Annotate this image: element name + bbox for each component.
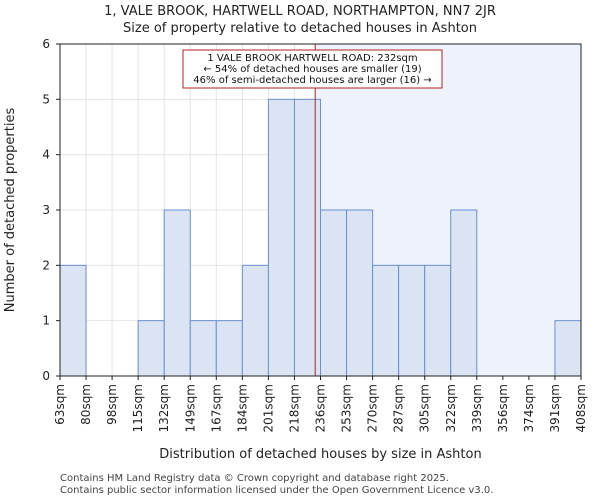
x-tick-label: 236sqm — [314, 384, 328, 432]
x-axis-ticks: 63sqm 80sqm 98sqm 115sqm 132sqm 149sqm 167sqm 1… — [53, 376, 588, 432]
y-tick-label: 3 — [42, 203, 50, 217]
chart-subtitle: Size of property relative to detached ho… — [123, 21, 477, 36]
x-tick-label: 305sqm — [418, 384, 432, 432]
x-tick-label: 184sqm — [235, 384, 249, 432]
histogram-bar — [267, 98, 295, 377]
x-tick-label: 80sqm — [79, 384, 93, 425]
histogram-bar — [554, 320, 582, 377]
x-tick-label: 356sqm — [496, 384, 510, 432]
histogram-bar — [137, 320, 165, 377]
x-tick-label: 339sqm — [470, 384, 484, 432]
x-tick-label: 287sqm — [392, 384, 406, 432]
histogram-bar — [293, 98, 322, 377]
footer-line-2: Contains public sector information licen… — [60, 485, 494, 496]
histogram-chart: 0 1 2 3 4 5 6 63sqm 80sqm 98sqm 115sqm 132sqm 149sq… — [3, 37, 588, 462]
x-tick-label: 322sqm — [444, 384, 458, 432]
annotation-border — [182, 49, 443, 89]
annotation-box: 1 VALE BROOK HARTWELL ROAD: 232sqm ← 54%… — [182, 49, 443, 89]
x-tick-label: 218sqm — [287, 384, 301, 432]
histogram-bar — [450, 209, 478, 377]
histogram-bar — [346, 209, 374, 377]
y-tick-label: 4 — [42, 148, 50, 162]
annotation-line-2: ← 54% of detached houses are smaller (19… — [203, 64, 421, 75]
x-tick-label: 270sqm — [366, 384, 380, 432]
x-tick-label: 408sqm — [574, 384, 588, 432]
histogram-bar — [398, 264, 426, 377]
histogram-bar — [320, 209, 348, 377]
histogram-bar — [372, 264, 400, 377]
footer-line-1: Contains HM Land Registry data © Crown c… — [60, 473, 449, 484]
x-tick-label: 132sqm — [157, 384, 171, 432]
x-tick-label: 253sqm — [340, 384, 354, 432]
y-axis-label: Number of detached properties — [3, 108, 18, 313]
x-tick-label: 201sqm — [261, 384, 275, 432]
y-tick-label: 0 — [42, 369, 50, 383]
x-tick-label: 63sqm — [53, 384, 67, 425]
chart-title: 1, VALE BROOK, HARTWELL ROAD, NORTHAMPTO… — [104, 4, 496, 19]
x-tick-label: 167sqm — [209, 384, 223, 432]
y-axis-ticks: 0 1 2 3 4 5 6 — [42, 37, 60, 383]
x-tick-label: 149sqm — [183, 384, 197, 432]
x-tick-label: 391sqm — [548, 384, 562, 432]
x-axis-label: Distribution of detached houses by size … — [159, 447, 481, 462]
x-tick-label: 98sqm — [105, 384, 119, 425]
histogram-bar — [215, 320, 243, 377]
annotation-line-1: 1 VALE BROOK HARTWELL ROAD: 232sqm — [207, 53, 417, 64]
y-tick-label: 1 — [42, 314, 50, 328]
y-tick-label: 6 — [42, 37, 50, 51]
histogram-bar — [424, 264, 452, 377]
x-tick-label: 374sqm — [522, 384, 536, 432]
histogram-bar — [241, 264, 269, 377]
y-tick-label: 2 — [42, 258, 50, 272]
x-tick-label: 115sqm — [131, 384, 145, 432]
histogram-bar — [189, 320, 217, 377]
annotation-line-3: 46% of semi-detached houses are larger (… — [193, 75, 431, 86]
histogram-bar — [59, 264, 87, 377]
y-tick-label: 5 — [42, 92, 50, 106]
histogram-bar — [163, 209, 191, 377]
bars — [59, 98, 582, 377]
